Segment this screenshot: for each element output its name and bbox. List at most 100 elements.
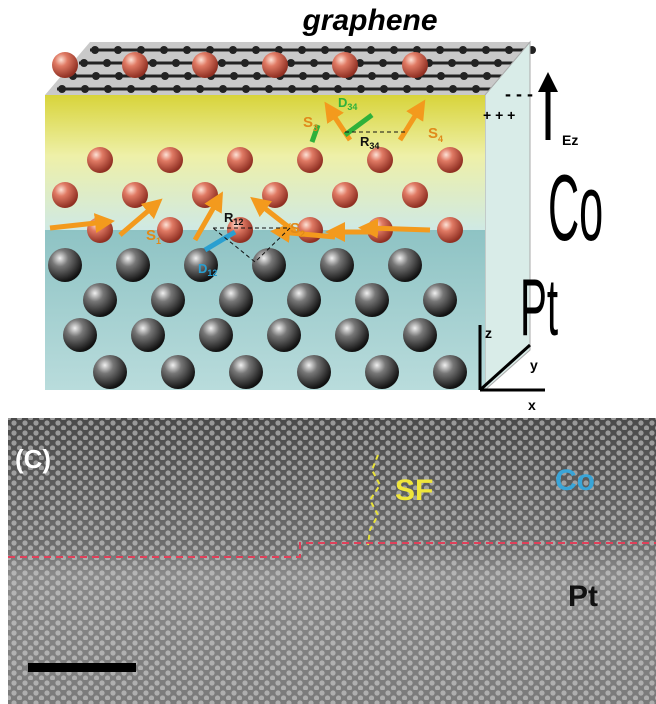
index: 34 bbox=[347, 102, 357, 112]
carbon-atom bbox=[58, 85, 66, 93]
pt-atom bbox=[403, 318, 437, 352]
co-atom bbox=[157, 147, 183, 173]
carbon-atom bbox=[196, 85, 204, 93]
pt-atom bbox=[433, 355, 467, 389]
co-atom bbox=[297, 147, 323, 173]
pt-atom bbox=[287, 283, 321, 317]
pt-atom bbox=[355, 283, 389, 317]
axis-x: x bbox=[528, 397, 536, 413]
carbon-atom bbox=[91, 46, 99, 54]
carbon-atom bbox=[426, 85, 434, 93]
index: 3 bbox=[313, 123, 318, 133]
carbon-atom bbox=[357, 85, 365, 93]
carbon-atom bbox=[287, 59, 295, 67]
co-atom bbox=[87, 147, 113, 173]
co-atom bbox=[52, 52, 78, 78]
field-label: Ez bbox=[562, 132, 578, 148]
carbon-atom bbox=[436, 46, 444, 54]
carbon-atom bbox=[114, 46, 122, 54]
carbon-atom bbox=[183, 46, 191, 54]
carbon-atom bbox=[390, 46, 398, 54]
pt-atom bbox=[48, 248, 82, 282]
axis-z: z bbox=[485, 325, 492, 341]
pt-atom bbox=[93, 355, 127, 389]
carbon-atom bbox=[172, 59, 180, 67]
scale-bar bbox=[28, 663, 136, 672]
co-atom bbox=[437, 147, 463, 173]
carbon-atom bbox=[460, 72, 468, 80]
pt-atom bbox=[83, 283, 117, 317]
carbon-atom bbox=[311, 85, 319, 93]
carbon-atom bbox=[173, 85, 181, 93]
graphene-label: graphene bbox=[301, 4, 437, 37]
pt-atom bbox=[365, 355, 399, 389]
co-label: Co bbox=[555, 464, 595, 497]
pt-atom bbox=[151, 283, 185, 317]
figure: graphene S1 S2 S3 S4 R12 R34 D12 D34 - -… bbox=[0, 0, 656, 704]
symbol: S bbox=[303, 114, 313, 131]
carbon-atom bbox=[334, 85, 342, 93]
symbol: S bbox=[146, 227, 156, 244]
co-layer-label: Co bbox=[548, 157, 603, 261]
carbon-atom bbox=[321, 46, 329, 54]
stem-lattice bbox=[8, 418, 656, 704]
co-atom bbox=[332, 52, 358, 78]
co-atom bbox=[52, 182, 78, 208]
carbon-atom bbox=[160, 46, 168, 54]
carbon-atom bbox=[505, 46, 513, 54]
pt-atom bbox=[116, 248, 150, 282]
carbon-atom bbox=[288, 85, 296, 93]
carbon-atom bbox=[298, 46, 306, 54]
carbon-atom bbox=[494, 59, 502, 67]
axis-y: y bbox=[530, 357, 538, 373]
co-atom bbox=[122, 52, 148, 78]
co-atom bbox=[262, 182, 288, 208]
carbon-atom bbox=[103, 59, 111, 67]
carbon-atom bbox=[322, 72, 330, 80]
pt-atom bbox=[320, 248, 354, 282]
carbon-atom bbox=[219, 85, 227, 93]
pt-atom bbox=[335, 318, 369, 352]
co-atom bbox=[402, 52, 428, 78]
carbon-atom bbox=[127, 85, 135, 93]
carbon-atom bbox=[253, 72, 261, 80]
carbon-atom bbox=[437, 72, 445, 80]
symbol: D bbox=[198, 261, 207, 276]
carbon-atom bbox=[252, 46, 260, 54]
pt-atom bbox=[63, 318, 97, 352]
plus-charges: + + + bbox=[483, 107, 515, 123]
carbon-atom bbox=[265, 85, 273, 93]
symbol: S bbox=[290, 220, 300, 237]
pt-atom bbox=[131, 318, 165, 352]
carbon-atom bbox=[310, 59, 318, 67]
carbon-atom bbox=[149, 59, 157, 67]
co-atom bbox=[227, 147, 253, 173]
carbon-atom bbox=[218, 59, 226, 67]
pt-atom bbox=[161, 355, 195, 389]
pt-label: Pt bbox=[568, 580, 598, 613]
carbon-atom bbox=[92, 72, 100, 80]
co-atom bbox=[332, 182, 358, 208]
panel-label: (C) bbox=[15, 444, 51, 474]
carbon-atom bbox=[80, 59, 88, 67]
pt-atom bbox=[219, 283, 253, 317]
carbon-atom bbox=[242, 85, 250, 93]
pt-atom bbox=[388, 248, 422, 282]
pt-atom bbox=[267, 318, 301, 352]
carbon-atom bbox=[299, 72, 307, 80]
carbon-atom bbox=[81, 85, 89, 93]
pt-atom bbox=[252, 248, 286, 282]
fault-label: SF bbox=[395, 474, 433, 507]
pt-atom bbox=[297, 355, 331, 389]
pt-atom bbox=[199, 318, 233, 352]
carbon-atom bbox=[449, 85, 457, 93]
pt-atom bbox=[423, 283, 457, 317]
pt-atom bbox=[229, 355, 263, 389]
carbon-atom bbox=[161, 72, 169, 80]
carbon-atom bbox=[482, 46, 490, 54]
index: 12 bbox=[207, 268, 217, 278]
carbon-atom bbox=[379, 59, 387, 67]
carbon-atom bbox=[391, 72, 399, 80]
carbon-atom bbox=[471, 59, 479, 67]
page: Co/Pt graphene figure {"panel_top":{"gra… bbox=[0, 0, 656, 704]
